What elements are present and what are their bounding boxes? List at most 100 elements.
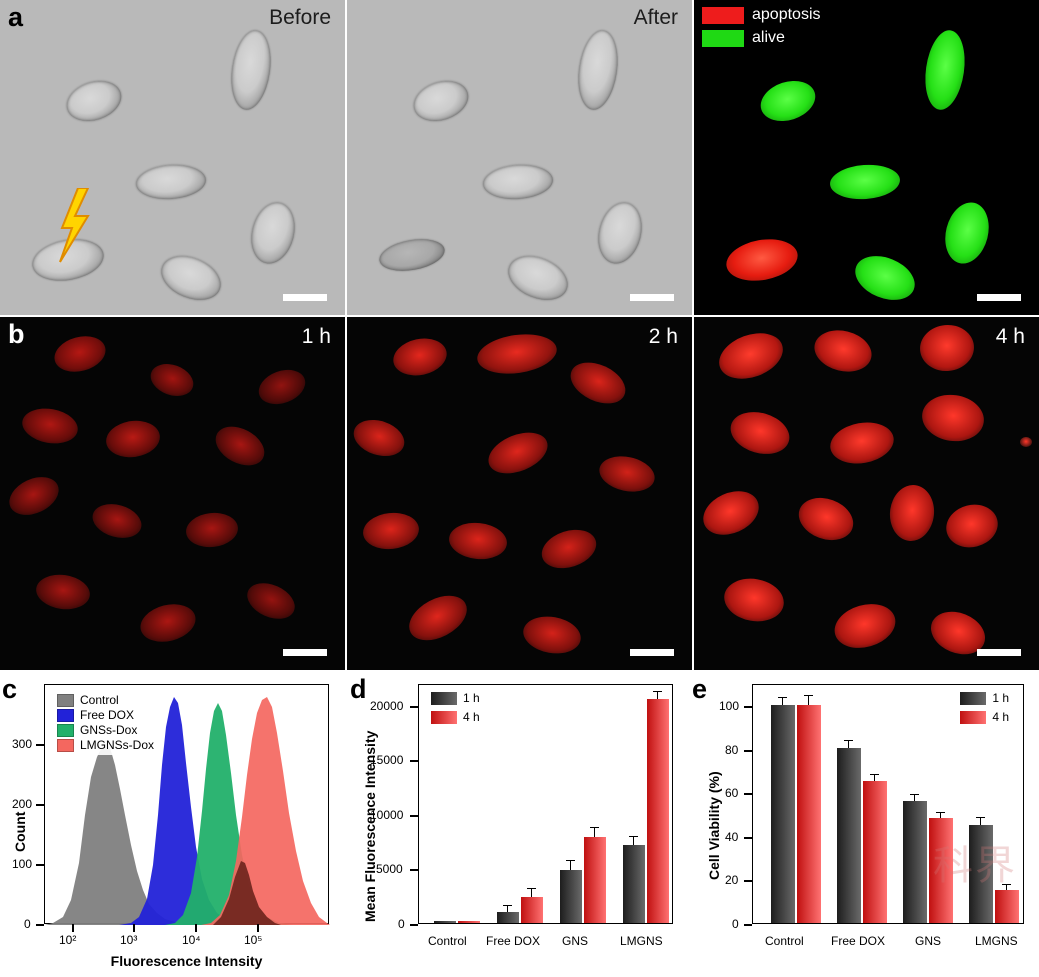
- errorbar-cap: [778, 696, 787, 698]
- y-tick-label: 15000: [370, 753, 404, 767]
- errorbar: [808, 696, 810, 705]
- panel-c-x-axis-title: Fluorescence Intensity: [110, 953, 263, 969]
- cell-dox: [349, 413, 409, 463]
- cell-dox: [136, 598, 200, 648]
- bar-lmgns-4h: [995, 890, 1019, 923]
- errorbar: [980, 818, 982, 825]
- cell-dox: [827, 417, 897, 469]
- x-tick: [257, 924, 259, 932]
- legend-label-apoptosis: apoptosis: [752, 6, 821, 23]
- errorbar-cap: [976, 816, 985, 818]
- cell-dox: [33, 571, 93, 613]
- cell: [501, 247, 575, 309]
- panel-a-fluorescence-liveDead: apoptosis alive: [694, 0, 1039, 315]
- bar-freedox-1h: [497, 912, 519, 923]
- y-tick: [36, 804, 44, 806]
- panel-b: 1 h b 2 h 4 h: [0, 317, 1039, 670]
- errorbar: [848, 741, 850, 748]
- y-tick-label: 300: [12, 737, 33, 751]
- cell-alive: [828, 162, 902, 202]
- cell-dox: [720, 574, 788, 626]
- y-tick-label: 0: [24, 917, 31, 931]
- y-tick: [36, 924, 44, 926]
- x-tick-label: 10²: [59, 933, 77, 947]
- cell: [408, 74, 474, 128]
- cell-dox: [810, 324, 876, 378]
- watermark: 科界: [933, 843, 1017, 889]
- cell-dox: [447, 520, 509, 562]
- panel-label-b: b: [8, 319, 25, 349]
- legend-swatch-1h: [431, 691, 457, 705]
- y-tick-label: 200: [12, 797, 33, 811]
- y-tick-label: 100: [12, 857, 33, 871]
- legend-swatch-control: [57, 693, 74, 707]
- legend-label-alive: alive: [752, 29, 785, 46]
- y-tick: [744, 793, 752, 795]
- scale-bar: [630, 294, 674, 301]
- cell-alive: [755, 74, 821, 128]
- y-tick-label: 10000: [370, 808, 404, 822]
- legend-label-lmgnss-dox: LMGNSs-Dox: [80, 738, 155, 752]
- legend-swatch-free-dox: [57, 708, 74, 722]
- panel-c: c Count Control: [0, 672, 345, 977]
- legend-item-alive: alive: [702, 29, 821, 47]
- x-tick-label: 10⁴: [182, 933, 201, 947]
- panel-c-histogram: [45, 697, 330, 925]
- x-tick-label-freedox: Free DOX: [831, 934, 886, 948]
- cell: [245, 197, 301, 269]
- errorbar: [657, 692, 659, 699]
- legend-item-4h: 4 h: [431, 710, 480, 724]
- panel-label-d: d: [350, 674, 367, 704]
- legend-label-4h: 4 h: [463, 710, 480, 724]
- legend-swatch-4h: [960, 710, 987, 724]
- cell-dox: [474, 329, 560, 379]
- legend-item-lmgnss-dox: LMGNSs-Dox: [57, 738, 154, 752]
- legend-swatch-alive: [702, 29, 744, 47]
- y-tick-label: 80: [725, 743, 739, 757]
- panel-c-y-axis-title: Count: [12, 811, 28, 852]
- panel-a: Before a After apoptosis: [0, 0, 1039, 315]
- legend-swatch-1h: [960, 691, 987, 705]
- cell: [592, 197, 648, 269]
- bar-lmgns-1h: [969, 825, 993, 923]
- x-tick: [133, 924, 135, 932]
- panel-a-legend: apoptosis alive: [702, 6, 821, 52]
- legend-item-free-dox: Free DOX: [57, 708, 154, 722]
- y-tick-label: 5000: [376, 862, 403, 876]
- brightfield-image-after: After: [347, 0, 692, 315]
- panel-b-label-4h: 4 h: [995, 325, 1025, 348]
- y-tick: [36, 864, 44, 866]
- cell-dox: [564, 354, 632, 412]
- cell-dox: [918, 322, 976, 374]
- y-tick: [744, 924, 752, 926]
- legend-item-1h: 1 h: [960, 691, 1009, 705]
- y-tick-label: 60: [725, 786, 739, 800]
- errorbar-cap: [566, 859, 575, 861]
- cell-apoptosis: [723, 234, 801, 286]
- cell-dox: [887, 482, 937, 544]
- panel-d-plot-area: 1 h 4 h: [418, 684, 673, 924]
- bar-gns-4h: [929, 818, 953, 923]
- cell-dox: [792, 490, 860, 548]
- cell-dox: [50, 330, 110, 378]
- bar-control-1h: [771, 705, 795, 923]
- bar-freedox-4h: [521, 897, 543, 923]
- errorbar: [507, 906, 509, 912]
- cell-dox: [241, 576, 301, 626]
- x-tick-label-lmgns: LMGNS: [620, 934, 663, 948]
- bar-control-4h: [797, 705, 821, 923]
- bar-freedox-1h: [837, 748, 861, 923]
- errorbar-cap: [653, 690, 662, 692]
- cell-dox: [389, 333, 451, 381]
- legend-item-control: Control: [57, 693, 154, 707]
- panel-label-e: e: [692, 674, 708, 704]
- laser-bolt-icon: [59, 188, 90, 263]
- errorbar-cap: [910, 793, 919, 795]
- y-tick-label: 20000: [370, 699, 404, 713]
- cell: [573, 27, 623, 113]
- errorbar: [594, 828, 596, 837]
- scale-bar: [283, 294, 327, 301]
- errorbar-cap: [844, 739, 853, 741]
- bar-control-1h: [434, 921, 456, 923]
- x-tick-label: 10³: [120, 933, 138, 947]
